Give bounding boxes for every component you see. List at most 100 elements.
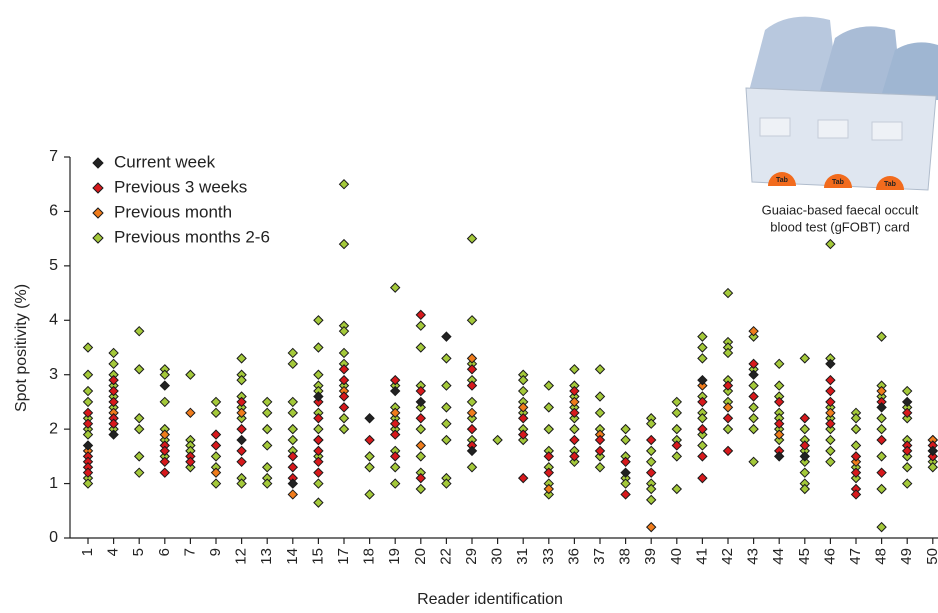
point bbox=[493, 436, 502, 445]
point bbox=[237, 436, 246, 445]
x-tick-label: 29 bbox=[463, 548, 480, 565]
point bbox=[340, 180, 349, 189]
point bbox=[647, 446, 656, 455]
point bbox=[877, 436, 886, 445]
point bbox=[775, 419, 784, 428]
point bbox=[596, 446, 605, 455]
point bbox=[698, 332, 707, 341]
point bbox=[314, 498, 323, 507]
point bbox=[416, 321, 425, 330]
point bbox=[212, 479, 221, 488]
point bbox=[288, 359, 297, 368]
point bbox=[800, 354, 809, 363]
point bbox=[365, 436, 374, 445]
card-window bbox=[818, 120, 848, 138]
y-tick-label: 6 bbox=[49, 203, 58, 220]
point bbox=[263, 425, 272, 434]
point bbox=[160, 397, 169, 406]
point bbox=[160, 430, 169, 439]
point bbox=[672, 425, 681, 434]
point bbox=[800, 441, 809, 450]
point bbox=[186, 408, 195, 417]
card-window bbox=[760, 118, 790, 136]
x-tick-label: 17 bbox=[335, 548, 352, 565]
point bbox=[852, 425, 861, 434]
point bbox=[749, 457, 758, 466]
tab-label: Tab bbox=[776, 177, 788, 184]
x-tick-label: 33 bbox=[540, 548, 557, 565]
point bbox=[775, 452, 784, 461]
point bbox=[852, 468, 861, 477]
point bbox=[135, 468, 144, 477]
point bbox=[826, 419, 835, 428]
point bbox=[877, 414, 886, 423]
point bbox=[672, 452, 681, 461]
point bbox=[442, 403, 451, 412]
point bbox=[800, 414, 809, 423]
point bbox=[340, 240, 349, 249]
point bbox=[391, 452, 400, 461]
point bbox=[621, 457, 630, 466]
point bbox=[109, 348, 118, 357]
point bbox=[109, 387, 118, 396]
point bbox=[698, 441, 707, 450]
point bbox=[570, 425, 579, 434]
point bbox=[391, 283, 400, 292]
point bbox=[237, 376, 246, 385]
x-tick-label: 49 bbox=[898, 548, 915, 565]
point bbox=[903, 397, 912, 406]
point bbox=[621, 425, 630, 434]
point bbox=[263, 441, 272, 450]
x-tick-label: 19 bbox=[386, 548, 403, 565]
point bbox=[877, 523, 886, 532]
point bbox=[391, 387, 400, 396]
point bbox=[647, 419, 656, 428]
point bbox=[672, 397, 681, 406]
point bbox=[365, 490, 374, 499]
x-tick-label: 47 bbox=[847, 548, 864, 565]
point bbox=[698, 474, 707, 483]
point bbox=[544, 425, 553, 434]
point bbox=[698, 425, 707, 434]
legend-label: Current week bbox=[114, 152, 216, 171]
point bbox=[698, 376, 707, 385]
point bbox=[621, 479, 630, 488]
point bbox=[570, 365, 579, 374]
point bbox=[468, 316, 477, 325]
point bbox=[724, 289, 733, 298]
point bbox=[263, 397, 272, 406]
point bbox=[135, 452, 144, 461]
y-tick-label: 1 bbox=[49, 475, 58, 492]
point bbox=[826, 457, 835, 466]
point bbox=[596, 408, 605, 417]
point bbox=[544, 485, 553, 494]
point bbox=[314, 446, 323, 455]
point bbox=[468, 354, 477, 363]
point bbox=[416, 387, 425, 396]
legend-label: Previous month bbox=[114, 202, 232, 221]
x-tick-label: 38 bbox=[617, 548, 634, 565]
point bbox=[724, 381, 733, 390]
point bbox=[263, 463, 272, 472]
point bbox=[186, 457, 195, 466]
card-window bbox=[872, 122, 902, 140]
legend-marker bbox=[93, 208, 103, 218]
point bbox=[698, 414, 707, 423]
point bbox=[442, 354, 451, 363]
point bbox=[544, 403, 553, 412]
point bbox=[519, 387, 528, 396]
x-tick-label: 43 bbox=[745, 548, 762, 565]
point bbox=[928, 463, 937, 472]
point bbox=[672, 441, 681, 450]
point bbox=[468, 397, 477, 406]
point bbox=[596, 463, 605, 472]
point bbox=[314, 414, 323, 423]
legend-marker bbox=[93, 233, 103, 243]
y-tick-label: 7 bbox=[49, 148, 58, 165]
y-tick-label: 4 bbox=[49, 312, 58, 329]
x-tick-label: 15 bbox=[309, 548, 326, 565]
inset-caption: Guaiac-based faecal occult bbox=[762, 202, 919, 217]
point bbox=[749, 359, 758, 368]
point bbox=[340, 365, 349, 374]
point bbox=[288, 479, 297, 488]
